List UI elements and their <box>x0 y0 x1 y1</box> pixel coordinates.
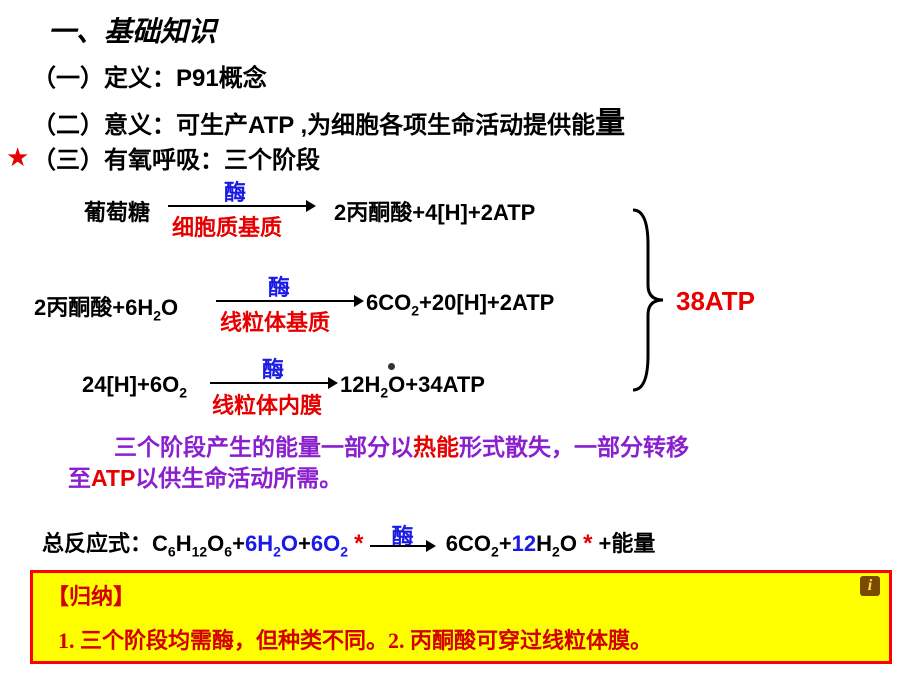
stage2-arrow <box>216 300 356 302</box>
ov-prod-6: 6 <box>446 531 458 556</box>
stage1-arrow-head <box>306 200 316 212</box>
ov-12: 12 <box>192 543 208 559</box>
meaning-line: （二）意义：可生产ATP ,为细胞各项生命活动提供能量 <box>32 98 625 142</box>
ov-prod-12: 12 <box>512 531 536 556</box>
note-d: 以供生命活动所需。 <box>135 465 342 491</box>
info-icon[interactable]: i <box>860 576 880 596</box>
stage3-product-prefix: 12H <box>340 372 380 397</box>
stage3-location: 线粒体内膜 <box>212 388 322 420</box>
stage1-arrow <box>168 205 308 207</box>
ov-6: 6 <box>168 543 176 559</box>
note-c: 至 <box>68 465 91 491</box>
total-atp: 38ATP <box>676 286 755 317</box>
summary-body-text: 1. 三个阶段均需酶，但种类不同。2. 丙酮酸可穿过线粒体膜。 <box>58 628 652 653</box>
stage3-product-sub: 2 <box>380 384 388 400</box>
summary-label: 【归纳】 <box>47 579 875 611</box>
overall-label: 总反应式： <box>42 531 152 556</box>
ov-6h2o-h: H <box>257 531 273 556</box>
ov-prod-h2: 2 <box>552 543 560 559</box>
stage2-arrow-head <box>354 295 364 307</box>
stage3-product: 12H2O+34ATP <box>340 372 485 400</box>
ov-prod-o: O <box>560 531 577 556</box>
stage2-location: 线粒体基质 <box>220 305 330 337</box>
stage2-product-mid: +20[H]+2ATP <box>419 290 554 315</box>
stage2-product: 6CO2+20[H]+2ATP <box>366 290 554 318</box>
note-a: 三个阶段产生的能量一部分以 <box>114 434 413 460</box>
ov-6b: 6 <box>224 543 232 559</box>
dot-icon <box>388 363 395 370</box>
summary-box: 【归纳】 1. 三个阶段均需酶，但种类不同。2. 丙酮酸可穿过线粒体膜。 <box>30 570 892 664</box>
ov-6h2o-2: 2 <box>273 543 281 559</box>
stage2-reactant-suffix: O <box>161 295 178 320</box>
ov-c: C <box>152 531 168 556</box>
definition-line: （一）定义：P91概念 <box>32 58 267 93</box>
stage2-reactant-prefix: 2丙酮酸+6H <box>34 295 153 320</box>
note-b: 形式散失，一部分转移 <box>459 434 689 460</box>
meaning-last-char: 量 <box>595 107 625 140</box>
brace-icon <box>628 205 668 395</box>
ov-6h2o-o: O <box>281 531 298 556</box>
slide-root: 一、基础知识 （一）定义：P91概念 （二）意义：可生产ATP ,为细胞各项生命… <box>0 0 920 690</box>
meaning-prefix: （二）意义：可生产 <box>32 112 248 139</box>
ov-h: H <box>176 531 192 556</box>
stage1-reactant: 葡萄糖 <box>84 195 150 227</box>
stage2-reactant: 2丙酮酸+6H2O <box>34 290 178 323</box>
stage3-product-suffix: O+34ATP <box>388 372 485 397</box>
stage3-arrow-head <box>328 377 338 389</box>
stage2-reactant-sub: 2 <box>153 307 161 323</box>
ov-plus1: + <box>232 531 245 556</box>
ov-6o2-6: 6 <box>311 531 323 556</box>
section-title: 一、基础知识 <box>48 10 216 50</box>
stage3-arrow <box>210 382 330 384</box>
stage3-reactant: 24[H]+6O2 <box>82 372 187 400</box>
stage1-enzyme: 酶 <box>224 175 246 207</box>
ov-prod-2: 2 <box>491 543 499 559</box>
ov-arrow-head <box>426 540 436 552</box>
summary-body: 1. 三个阶段均需酶，但种类不同。2. 丙酮酸可穿过线粒体膜。 <box>47 623 875 655</box>
overall-equation: 总反应式：C6H12O6+6H2O+6O2 * 酶 6CO2+12H2O * +… <box>42 526 655 559</box>
atp-word: ATP <box>248 112 294 139</box>
star-icon: ★ <box>6 142 29 173</box>
ov-plus2: + <box>298 531 311 556</box>
stage3-reactant-prefix: 24[H]+6O <box>82 372 179 397</box>
note-heat: 热能 <box>413 434 459 460</box>
ov-6o2-2: 2 <box>340 543 348 559</box>
stage1-location: 细胞质基质 <box>172 210 282 242</box>
ov-prod-co: CO <box>458 531 491 556</box>
stage2-product-prefix: 6CO <box>366 290 411 315</box>
stage1-product: 2丙酮酸+4[H]+2ATP <box>334 195 535 227</box>
ov-6h2o-6: 6 <box>245 531 257 556</box>
stage2-product-sub: 2 <box>411 302 419 318</box>
ov-arrow-line <box>370 545 428 547</box>
ov-o: O <box>207 531 224 556</box>
stage-header: （三）有氧呼吸：三个阶段 <box>32 140 320 175</box>
ov-prod-h: H <box>536 531 552 556</box>
energy-note: 三个阶段产生的能量一部分以热能形式散失，一部分转移 至ATP以供生命活动所需。 <box>68 432 868 494</box>
ov-6o2-o: O <box>323 531 340 556</box>
stage3-reactant-sub: 2 <box>179 384 187 400</box>
meaning-suffix: ,为细胞各项生命活动提供能 <box>294 112 595 139</box>
ov-tail: +能量 <box>592 531 655 556</box>
stage3-enzyme: 酶 <box>262 352 284 384</box>
note-atp: ATP <box>91 465 135 491</box>
ov-prod-plus: + <box>499 531 512 556</box>
stage2-enzyme: 酶 <box>268 270 290 302</box>
ov-star1: * <box>354 530 363 557</box>
